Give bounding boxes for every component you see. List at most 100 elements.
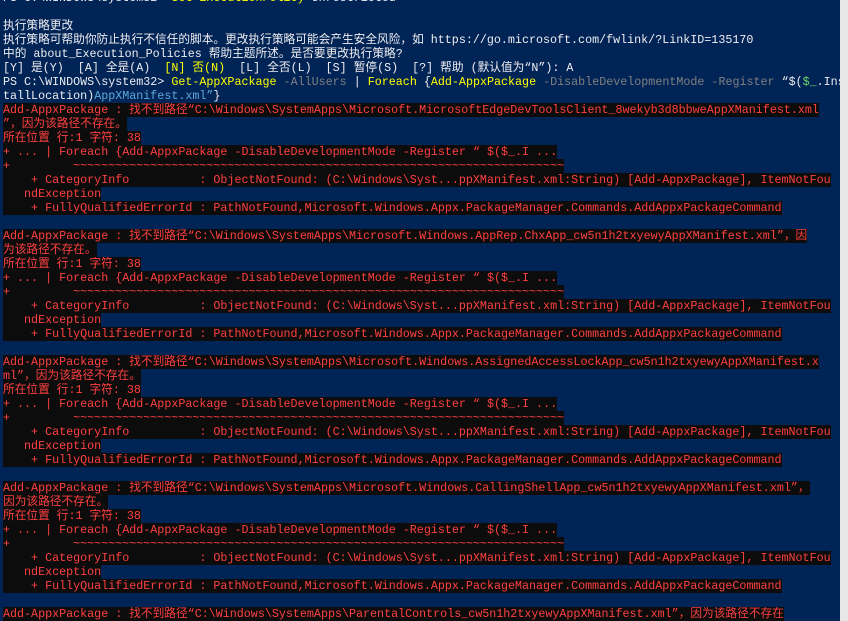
console-line — [3, 593, 840, 607]
console-line: Add-AppxPackage : 找不到路径“C:\Windows\Syste… — [3, 481, 840, 495]
console-text: Add-AppxPackage : 找不到路径“C:\Windows\Syste… — [3, 481, 810, 495]
console-line: + ... | Foreach {Add-AppxPackage -Disabl… — [3, 145, 840, 159]
console-text: 所在位置 行:1 字符: 38 — [3, 257, 141, 271]
console-text: + ... | Foreach {Add-AppxPackage -Disabl… — [3, 271, 558, 285]
console-text: PS C:\WINDOWS\system32> — [3, 75, 172, 89]
console-text: PS C:\WINDOWS\system32> — [3, 0, 171, 5]
console-line: + FullyQualifiedErrorId : PathNotFound,M… — [3, 579, 840, 593]
console-text: + ~~~~~~~~~~~~~~~~~~~~~~~~~~~~~~~~~~~~~~… — [3, 285, 565, 299]
console-line: ndException — [3, 187, 840, 201]
console-line — [3, 467, 840, 481]
console-line: 所在位置 行:1 字符: 38 — [3, 131, 840, 145]
console-text: 中的 about_Execution_Policies 帮助主题所述。是否要更改… — [3, 47, 403, 61]
console-line: + ... | Foreach {Add-AppxPackage -Disabl… — [3, 523, 840, 537]
console-line: + ~~~~~~~~~~~~~~~~~~~~~~~~~~~~~~~~~~~~~~… — [3, 159, 840, 173]
console-text: $_ — [802, 75, 817, 89]
console-text: + FullyQualifiedErrorId : PathNotFound,M… — [3, 327, 782, 341]
console-text: .Ins — [816, 75, 840, 89]
console-line — [3, 341, 840, 355]
console-text: “$( — [774, 75, 803, 89]
console-text: ”，因为该路径不存在。 — [3, 117, 127, 131]
console-text: ndException — [3, 187, 102, 201]
console-line: 因为该路径不存在。 — [3, 495, 840, 509]
console-line: 中的 about_Execution_Policies 帮助主题所述。是否要更改… — [3, 47, 840, 61]
console-text: 所在位置 行:1 字符: 38 — [3, 383, 141, 397]
console-line: + FullyQualifiedErrorId : PathNotFound,M… — [3, 201, 840, 215]
console-line: + ... | Foreach {Add-AppxPackage -Disabl… — [3, 397, 840, 411]
console-line: 所在位置 行:1 字符: 38 — [3, 383, 840, 397]
console-line: + FullyQualifiedErrorId : PathNotFound,M… — [3, 453, 840, 467]
console-text: [N] 否(N) — [164, 61, 226, 75]
console-line: + CategoryInfo : ObjectNotFound: (C:\Win… — [3, 173, 840, 187]
console-line: + ~~~~~~~~~~~~~~~~~~~~~~~~~~~~~~~~~~~~~~… — [3, 285, 840, 299]
console-line: ndException — [3, 565, 840, 579]
scrollbar[interactable] — [840, 0, 848, 621]
console-text: 为该路径不存在。 — [3, 243, 97, 257]
console-text: + ~~~~~~~~~~~~~~~~~~~~~~~~~~~~~~~~~~~~~~… — [3, 411, 565, 425]
console-text: ndException — [3, 439, 102, 453]
console-text: Add-AppxPackage : 找不到路径“C:\Windows\Syste… — [3, 103, 819, 117]
console-text: -AllUsers — [276, 75, 347, 89]
console-line: ndException — [3, 439, 840, 453]
console-text: Get-AppXPackage — [171, 75, 277, 89]
console-text: [Y] 是(Y) [A] 全是(A) — [3, 61, 165, 75]
console-text: Set-ExecutionPolicy — [171, 0, 304, 5]
console-line: Add-AppxPackage : 找不到路径“C:\Windows\Syste… — [3, 355, 840, 369]
console-text: + CategoryInfo : ObjectNotFound: (C:\Win… — [3, 425, 831, 439]
console-text: Unrestricted — [305, 0, 396, 5]
console-text: [L] 全否(L) [S] 暂停(S) [?] 帮助 (默认值为“N”): A — [225, 61, 574, 75]
console-line: Add-AppxPackage : 找不到路径“C:\Windows\Syste… — [3, 103, 840, 117]
console-text: Foreach — [367, 75, 417, 89]
console-text: | — [346, 75, 368, 89]
console-line: tallLocation)AppXManifest.xml”} — [3, 89, 840, 103]
console-line: + ~~~~~~~~~~~~~~~~~~~~~~~~~~~~~~~~~~~~~~… — [3, 537, 840, 551]
console-line: + CategoryInfo : ObjectNotFound: (C:\Win… — [3, 425, 840, 439]
console-text: + ... | Foreach {Add-AppxPackage -Disabl… — [3, 145, 558, 159]
console-text: + CategoryInfo : ObjectNotFound: (C:\Win… — [3, 173, 831, 187]
console-text: AppXManifest.xml” — [94, 89, 214, 103]
console-line: Add-AppxPackage : 找不到路径“C:\Windows\Syste… — [3, 229, 840, 243]
console-line: + FullyQualifiedErrorId : PathNotFound,M… — [3, 327, 840, 341]
console-text: 所在位置 行:1 字符: 38 — [3, 509, 141, 523]
console-text: Add-AppxPackage : 找不到路径“C:\Windows\Syste… — [3, 355, 819, 369]
console-text: ml”，因为该路径不存在。 — [3, 369, 141, 383]
console-line: [Y] 是(Y) [A] 全是(A) [N] 否(N) [L] 全否(L) [S… — [3, 61, 840, 75]
console-line: + CategoryInfo : ObjectNotFound: (C:\Win… — [3, 299, 840, 313]
console-text: Add-AppxPackage : 找不到路径“C:\Windows\Syste… — [3, 229, 808, 243]
console-text: + CategoryInfo : ObjectNotFound: (C:\Win… — [3, 551, 831, 565]
console-line — [3, 215, 840, 229]
console-text: Add-AppxPackage — [430, 75, 537, 89]
console-text: tallLocation) — [3, 89, 95, 103]
console-line: + ~~~~~~~~~~~~~~~~~~~~~~~~~~~~~~~~~~~~~~… — [3, 411, 840, 425]
console-text: 所在位置 行:1 字符: 38 — [3, 131, 141, 145]
console-text: -DisableDevelopmentMode -Register — [536, 75, 775, 89]
console-line: 所在位置 行:1 字符: 38 — [3, 509, 840, 523]
console-text: 执行策略更改 — [3, 19, 74, 33]
console-text: + ... | Foreach {Add-AppxPackage -Disabl… — [3, 397, 558, 411]
console-line: 所在位置 行:1 字符: 38 — [3, 257, 840, 271]
console-line: PS C:\WINDOWS\system32> Set-ExecutionPol… — [3, 0, 840, 5]
console-output: PS C:\WINDOWS\system32> Set-ExecutionPol… — [3, 0, 840, 621]
console-line: + CategoryInfo : ObjectNotFound: (C:\Win… — [3, 551, 840, 565]
console-line — [3, 5, 840, 19]
console-text: + ~~~~~~~~~~~~~~~~~~~~~~~~~~~~~~~~~~~~~~… — [3, 537, 565, 551]
console-line: ml”，因为该路径不存在。 — [3, 369, 840, 383]
console-line: Add-AppxPackage : 找不到路径“C:\Windows\Syste… — [3, 607, 840, 621]
console-text: ndException — [3, 565, 102, 579]
console-line: PS C:\WINDOWS\system32> Get-AppXPackage … — [3, 75, 840, 89]
console-text: + FullyQualifiedErrorId : PathNotFound,M… — [3, 201, 782, 215]
console-text: + CategoryInfo : ObjectNotFound: (C:\Win… — [3, 299, 831, 313]
console-text: } — [213, 89, 221, 103]
console-line: + ... | Foreach {Add-AppxPackage -Disabl… — [3, 271, 840, 285]
console-line: 执行策略更改 — [3, 19, 840, 33]
console-text: + ~~~~~~~~~~~~~~~~~~~~~~~~~~~~~~~~~~~~~~… — [3, 159, 565, 173]
console-text: 执行策略可帮助你防止执行不信任的脚本。更改执行策略可能会产生安全风险，如 htt… — [3, 33, 754, 47]
console-text: ndException — [3, 313, 102, 327]
console-text: + ... | Foreach {Add-AppxPackage -Disabl… — [3, 523, 558, 537]
console-line: 执行策略可帮助你防止执行不信任的脚本。更改执行策略可能会产生安全风险，如 htt… — [3, 33, 840, 47]
console-line: ”，因为该路径不存在。 — [3, 117, 840, 131]
console-text: + FullyQualifiedErrorId : PathNotFound,M… — [3, 579, 782, 593]
console-line: 为该路径不存在。 — [3, 243, 840, 257]
console-text: { — [416, 75, 431, 89]
